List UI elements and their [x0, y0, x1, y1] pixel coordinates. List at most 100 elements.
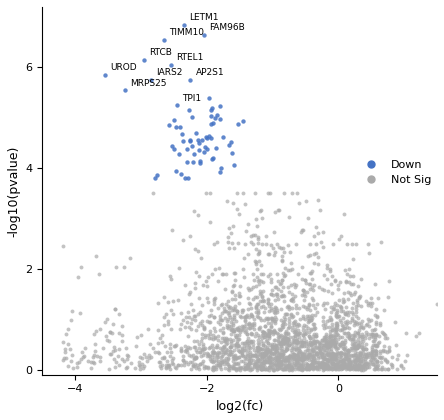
Point	[329, 332, 337, 339]
Point	[368, 352, 375, 359]
Point	[338, 339, 345, 345]
Point	[371, 334, 378, 341]
Point	[298, 366, 305, 373]
Point	[328, 341, 335, 348]
Point	[327, 343, 334, 349]
Point	[250, 352, 257, 358]
Point	[307, 360, 314, 367]
Point	[175, 362, 182, 368]
Point	[282, 354, 289, 360]
Point	[254, 265, 261, 272]
Point	[178, 171, 185, 177]
Point	[266, 349, 273, 355]
Point	[333, 362, 341, 368]
Point	[219, 335, 226, 341]
Point	[231, 306, 238, 313]
Point	[348, 315, 355, 322]
Point	[257, 366, 264, 373]
Point	[202, 277, 210, 284]
Point	[305, 281, 313, 287]
Point	[272, 304, 279, 310]
Point	[329, 358, 336, 365]
Point	[297, 336, 304, 343]
Point	[288, 366, 295, 373]
Point	[329, 350, 336, 357]
Point	[310, 323, 317, 330]
Point	[332, 356, 339, 362]
Point	[250, 360, 258, 367]
Point	[347, 359, 354, 365]
Point	[350, 331, 357, 338]
Point	[228, 342, 235, 349]
Point	[273, 343, 280, 350]
Point	[162, 311, 169, 318]
Point	[216, 326, 223, 333]
Point	[360, 324, 367, 331]
Point	[246, 300, 254, 307]
Point	[339, 357, 346, 364]
Point	[316, 340, 323, 346]
Point	[281, 357, 288, 364]
Point	[194, 349, 201, 355]
Point	[331, 365, 338, 372]
Point	[252, 352, 259, 358]
Point	[345, 265, 353, 272]
Point	[326, 362, 333, 369]
Point	[373, 342, 380, 349]
Point	[278, 344, 285, 351]
Point	[309, 348, 317, 354]
Point	[365, 299, 372, 306]
Point	[312, 357, 319, 363]
Point	[224, 310, 231, 317]
Point	[206, 356, 213, 362]
Point	[283, 328, 290, 334]
Point	[241, 273, 248, 280]
Point	[283, 357, 290, 363]
Point	[325, 340, 332, 347]
Point	[206, 335, 213, 341]
Point	[245, 360, 252, 366]
Point	[280, 292, 287, 299]
Point	[243, 331, 250, 338]
Point	[310, 354, 317, 361]
Point	[348, 305, 355, 312]
Point	[271, 366, 278, 373]
Text: UROD: UROD	[110, 63, 137, 72]
Point	[319, 364, 326, 370]
Point	[282, 334, 289, 341]
Point	[340, 299, 347, 305]
Point	[362, 328, 369, 335]
Point	[230, 354, 237, 361]
Point	[341, 325, 348, 331]
Point	[313, 309, 321, 315]
Point	[364, 364, 371, 370]
Point	[110, 320, 117, 327]
Point	[327, 328, 334, 335]
Point	[233, 354, 240, 361]
Point	[191, 245, 198, 252]
Point	[332, 313, 339, 320]
Point	[311, 359, 318, 366]
Point	[260, 297, 267, 303]
Point	[296, 348, 303, 354]
Point	[307, 317, 314, 323]
Point	[301, 342, 308, 349]
Point	[316, 354, 323, 360]
Point	[310, 365, 317, 372]
Point	[258, 304, 265, 310]
Point	[268, 342, 275, 349]
Point	[204, 349, 211, 356]
Point	[228, 288, 235, 295]
Point	[340, 297, 347, 304]
Point	[264, 348, 271, 355]
Point	[266, 347, 274, 354]
Point	[346, 319, 353, 326]
Point	[278, 354, 285, 360]
Point	[233, 341, 240, 348]
Point	[285, 267, 292, 274]
Point	[231, 346, 238, 353]
Point	[256, 315, 263, 321]
Point	[315, 360, 322, 367]
Point	[321, 320, 328, 327]
Point	[264, 300, 271, 307]
